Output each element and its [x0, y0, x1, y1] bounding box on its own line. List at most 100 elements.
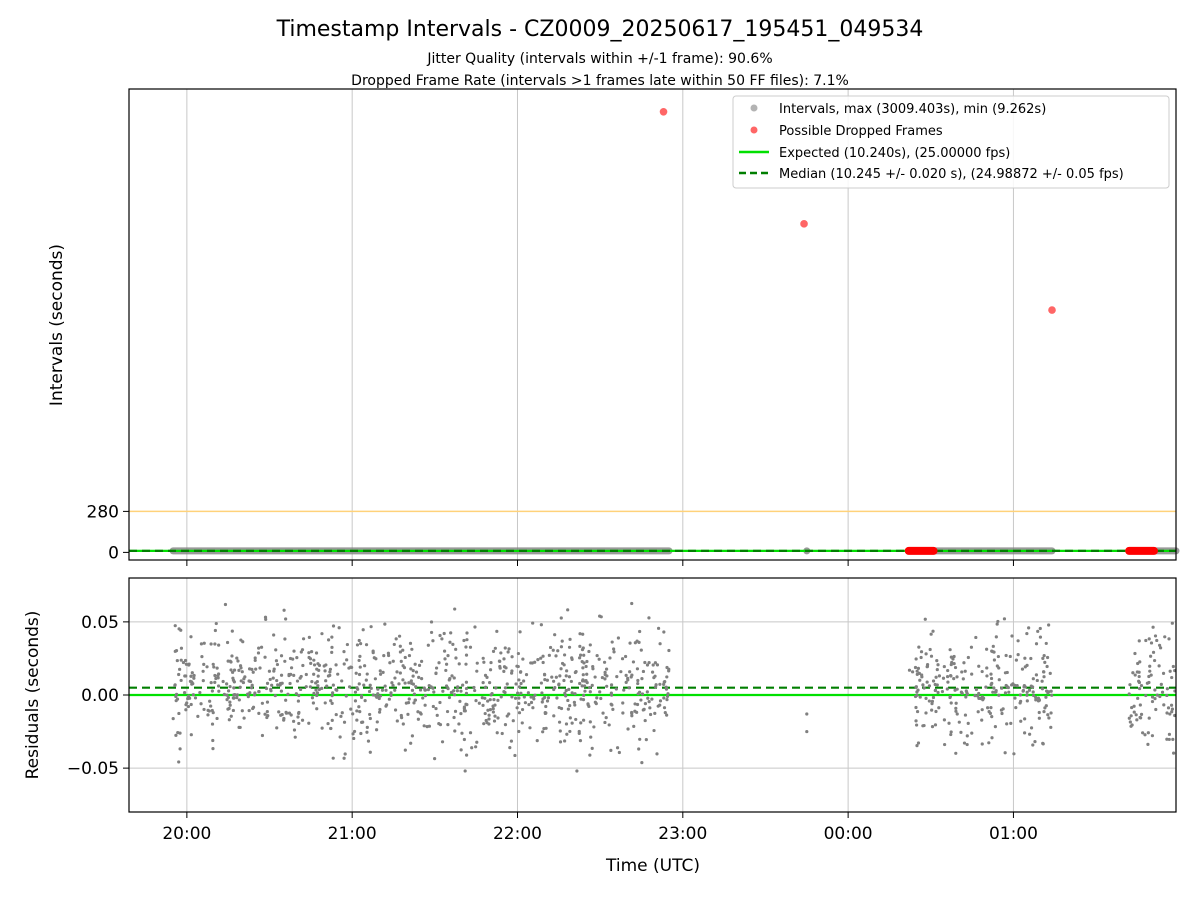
residual-point	[1045, 655, 1050, 660]
residual-point	[566, 707, 570, 711]
residual-point	[655, 663, 660, 667]
residual-point	[579, 721, 583, 725]
residual-point	[235, 656, 239, 660]
residual-point	[517, 678, 521, 682]
residual-point	[416, 710, 420, 714]
residual-point	[308, 657, 313, 661]
residual-point	[663, 710, 667, 715]
residual-point	[924, 696, 928, 700]
residual-point	[1001, 707, 1005, 711]
residual-point	[260, 733, 265, 738]
residual-point	[915, 669, 919, 673]
residual-point	[239, 666, 243, 670]
residual-point	[459, 748, 463, 752]
residual-point	[650, 697, 654, 701]
residual-point	[279, 673, 284, 677]
residual-point	[286, 692, 290, 696]
residual-point	[322, 664, 326, 668]
residuals-y-tick-label: 0.00	[81, 686, 119, 706]
residual-point	[292, 728, 297, 732]
residual-point	[377, 710, 382, 714]
residual-point	[483, 696, 487, 700]
residual-point	[307, 721, 311, 725]
residual-point	[616, 636, 621, 640]
residual-point	[927, 684, 932, 688]
residual-point	[957, 720, 961, 724]
residual-point	[652, 728, 656, 733]
residual-point	[1034, 698, 1038, 702]
residual-point	[209, 704, 213, 708]
residual-point	[236, 659, 240, 663]
residual-point	[1147, 637, 1151, 641]
residual-point	[383, 622, 387, 626]
residual-point	[357, 672, 362, 677]
residual-point	[295, 656, 299, 660]
residual-point	[649, 712, 653, 717]
residual-point	[362, 683, 366, 687]
residual-point	[638, 629, 642, 634]
residual-point	[263, 655, 267, 659]
residual-point	[252, 693, 257, 697]
residual-point	[949, 730, 953, 734]
residual-point	[268, 677, 272, 682]
residual-point	[184, 708, 188, 712]
residual-point	[602, 660, 607, 664]
residual-point	[553, 633, 557, 637]
residual-point	[431, 639, 435, 643]
residual-point	[564, 674, 568, 678]
residual-point	[569, 679, 573, 684]
residual-point	[288, 681, 292, 686]
residual-point	[604, 716, 608, 720]
residual-point	[937, 706, 941, 710]
residual-point	[401, 664, 405, 668]
residual-point	[552, 714, 556, 718]
residual-point	[656, 704, 660, 708]
residual-point	[989, 683, 993, 687]
residual-point	[495, 629, 499, 633]
residual-point	[215, 666, 219, 670]
residual-point	[401, 648, 405, 652]
residual-point	[232, 696, 236, 700]
residual-point	[544, 726, 548, 730]
residual-point	[1042, 675, 1046, 679]
residual-point	[632, 724, 636, 728]
residual-point	[581, 697, 586, 702]
residual-point	[174, 649, 179, 653]
residual-point	[519, 681, 523, 686]
residual-point	[805, 712, 809, 716]
x-tick-label: 20:00	[162, 824, 211, 844]
residual-point	[179, 628, 183, 632]
residual-point	[567, 675, 572, 679]
residual-point	[1127, 692, 1131, 696]
residual-point	[408, 641, 413, 645]
residual-point	[600, 675, 604, 680]
residual-point	[223, 602, 228, 607]
residual-point	[211, 747, 215, 751]
residual-point	[604, 667, 609, 671]
residual-point	[1157, 643, 1162, 647]
residual-point	[585, 672, 589, 676]
residual-point	[407, 653, 412, 658]
residual-point	[239, 679, 243, 683]
residual-point	[297, 711, 301, 715]
residual-point	[482, 660, 486, 664]
residual-point	[570, 691, 574, 695]
residual-point	[390, 681, 394, 685]
residual-point	[620, 657, 625, 661]
residual-point	[267, 669, 272, 673]
residual-point	[202, 641, 206, 645]
residual-point	[175, 658, 179, 663]
residual-point	[227, 718, 231, 722]
residuals-y-label: Residuals (seconds)	[23, 611, 43, 780]
residual-point	[621, 711, 625, 715]
residual-point	[1014, 705, 1018, 710]
residual-point	[328, 670, 332, 674]
residuals-panel: 0.05 0.00 −0.05 20:00 21:00 22:00 23:00 00:00 0…	[23, 577, 1177, 844]
residual-point	[240, 670, 244, 674]
residual-point	[599, 696, 603, 701]
residual-point	[232, 693, 236, 697]
residual-point	[615, 746, 620, 750]
residual-point	[491, 649, 496, 653]
residual-point	[974, 687, 979, 692]
